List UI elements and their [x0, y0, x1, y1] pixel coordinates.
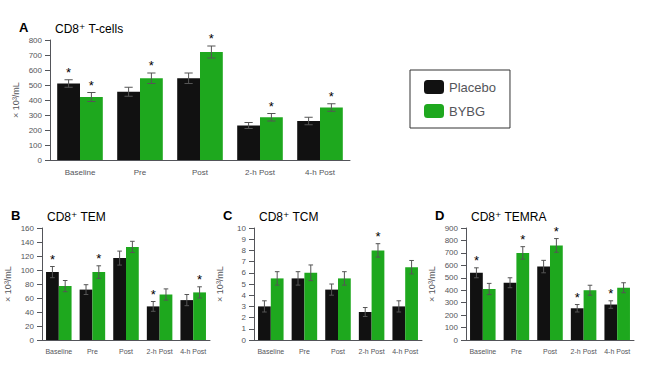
svg-text:× 10³/mL: × 10³/mL [427, 266, 437, 302]
svg-text:Pre: Pre [299, 348, 310, 355]
svg-text:0: 0 [242, 336, 247, 345]
svg-text:Post: Post [192, 168, 209, 177]
svg-text:6: 6 [242, 268, 247, 277]
svg-text:× 10³/mL: × 10³/mL [215, 266, 225, 302]
svg-text:140: 140 [21, 238, 35, 247]
svg-text:8: 8 [242, 246, 247, 255]
svg-text:*: * [329, 89, 334, 104]
svg-text:0: 0 [454, 336, 459, 345]
svg-text:4-h Post: 4-h Post [604, 348, 630, 355]
svg-text:600: 600 [445, 261, 459, 270]
svg-text:Post: Post [543, 348, 557, 355]
svg-text:Baseline: Baseline [469, 348, 496, 355]
svg-text:2-h Post: 2-h Post [245, 168, 276, 177]
svg-text:B: B [11, 208, 20, 223]
svg-text:100: 100 [29, 141, 43, 150]
svg-text:10: 10 [237, 224, 246, 233]
svg-text:700: 700 [445, 248, 459, 257]
svg-text:*: * [554, 224, 559, 239]
svg-text:400: 400 [29, 96, 43, 105]
svg-text:0: 0 [30, 336, 35, 345]
svg-text:800: 800 [445, 236, 459, 245]
svg-text:*: * [520, 232, 525, 247]
svg-text:*: * [89, 78, 94, 93]
svg-text:900: 900 [445, 224, 459, 233]
svg-text:500: 500 [445, 273, 459, 282]
svg-text:BYBG: BYBG [449, 104, 485, 119]
svg-text:2-h Post: 2-h Post [571, 348, 597, 355]
svg-text:× 10³/mL: × 10³/mL [3, 266, 13, 302]
svg-text:C: C [223, 208, 233, 223]
svg-text:100: 100 [21, 266, 35, 275]
svg-text:80: 80 [25, 280, 34, 289]
svg-text:Baseline: Baseline [45, 348, 72, 355]
svg-text:2-h Post: 2-h Post [359, 348, 385, 355]
svg-text:9: 9 [242, 235, 247, 244]
svg-text:5: 5 [242, 280, 247, 289]
svg-text:Baseline: Baseline [257, 348, 284, 355]
svg-text:0: 0 [38, 156, 43, 165]
svg-text:Post: Post [331, 348, 345, 355]
svg-text:*: * [209, 31, 214, 46]
svg-text:4-h Post: 4-h Post [392, 348, 418, 355]
svg-text:CD8⁺ TCM: CD8⁺ TCM [259, 210, 318, 224]
svg-text:4: 4 [242, 291, 247, 300]
svg-text:800: 800 [29, 36, 43, 45]
svg-text:200: 200 [445, 311, 459, 320]
svg-text:Pre: Pre [134, 168, 147, 177]
svg-text:300: 300 [445, 298, 459, 307]
svg-text:CD8⁺ T-cells: CD8⁺ T-cells [55, 22, 123, 36]
svg-text:7: 7 [242, 257, 247, 266]
svg-text:*: * [608, 286, 613, 301]
svg-text:100: 100 [445, 323, 459, 332]
svg-text:*: * [375, 229, 380, 244]
svg-text:1: 1 [242, 324, 247, 333]
svg-text:A: A [19, 20, 29, 35]
svg-text:4-h Post: 4-h Post [180, 348, 206, 355]
svg-text:200: 200 [29, 126, 43, 135]
svg-text:*: * [66, 65, 71, 80]
svg-text:CD8⁺ TEMRA: CD8⁺ TEMRA [471, 210, 546, 224]
svg-text:Placebo: Placebo [449, 80, 496, 95]
svg-text:400: 400 [445, 286, 459, 295]
svg-text:*: * [197, 272, 202, 287]
svg-text:40: 40 [25, 308, 34, 317]
svg-text:700: 700 [29, 51, 43, 60]
svg-text:*: * [474, 253, 479, 268]
svg-text:CD8⁺ TEM: CD8⁺ TEM [47, 210, 106, 224]
svg-text:*: * [151, 287, 156, 302]
svg-text:*: * [96, 251, 101, 266]
svg-text:Pre: Pre [511, 348, 522, 355]
svg-text:300: 300 [29, 111, 43, 120]
svg-text:D: D [435, 208, 444, 223]
svg-text:600: 600 [29, 66, 43, 75]
svg-text:*: * [575, 290, 580, 305]
svg-text:20: 20 [25, 322, 34, 331]
svg-text:4-h Post: 4-h Post [305, 168, 336, 177]
svg-text:Pre: Pre [87, 348, 98, 355]
svg-text:*: * [269, 99, 274, 114]
svg-text:*: * [50, 252, 55, 267]
svg-text:2-h Post: 2-h Post [147, 348, 173, 355]
svg-text:× 10³/mL: × 10³/mL [11, 82, 21, 118]
svg-text:160: 160 [21, 224, 35, 233]
svg-text:3: 3 [242, 302, 247, 311]
svg-text:Baseline: Baseline [65, 168, 96, 177]
svg-text:Post: Post [119, 348, 133, 355]
svg-text:2: 2 [242, 313, 247, 322]
svg-text:*: * [149, 58, 154, 73]
svg-text:120: 120 [21, 252, 35, 261]
svg-text:60: 60 [25, 294, 34, 303]
svg-text:500: 500 [29, 81, 43, 90]
